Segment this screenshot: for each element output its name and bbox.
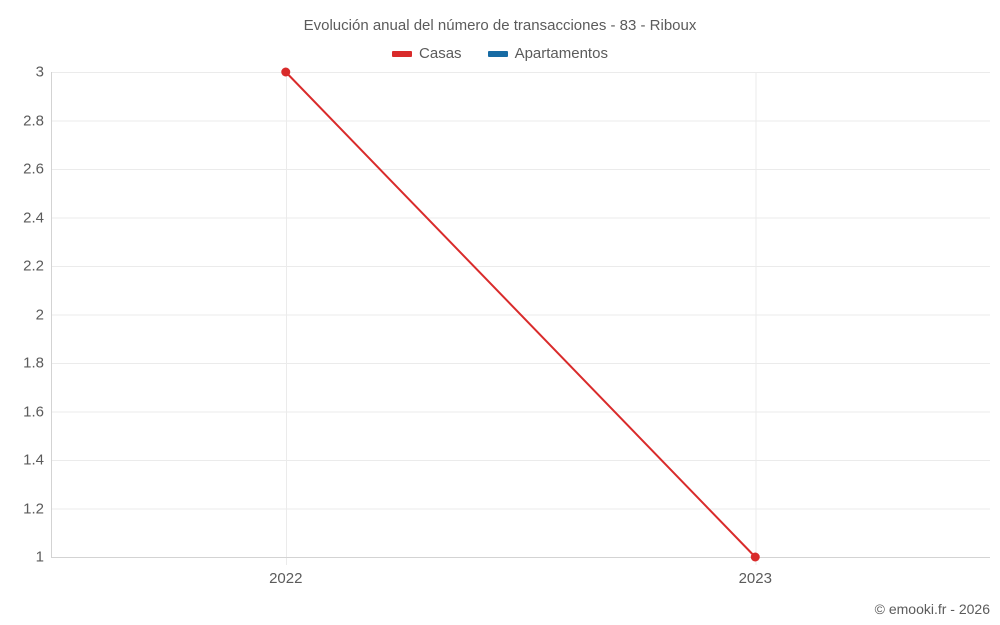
y-axis-tick-label: 2.6: [23, 160, 44, 178]
x-axis-tick-label: 2022: [269, 570, 303, 587]
data-point-marker[interactable]: [750, 552, 760, 562]
chart-title: Evolución anual del número de transaccio…: [303, 17, 697, 34]
plot-area: [51, 67, 990, 565]
y-axis-tick-label: 3: [35, 63, 44, 81]
y-axis-tick-label: 1.6: [23, 403, 44, 420]
legend-label-casas: Casas: [419, 45, 462, 62]
gridlines-vertical: [285, 72, 757, 565]
y-axis-tick-label: 1.8: [23, 354, 44, 372]
plot-svg: [51, 67, 990, 565]
y-axis-tick-labels: 1 1.2 1.4 1.6 1.8 2 2.2 2.4 2.6 2.8 3: [0, 0, 44, 625]
legend-item-apartamentos[interactable]: Apartamentos: [487, 45, 608, 62]
y-axis-tick-label: 1: [35, 548, 44, 566]
y-axis-tick-label: 1.4: [23, 451, 44, 469]
x-axis-tick-label: 2023: [738, 570, 772, 587]
axis-lines: [51, 72, 990, 558]
y-axis-tick-label: 2.8: [23, 112, 44, 129]
y-axis-tick-label: 2.4: [23, 209, 44, 226]
chart-legend: Casas Apartamentos: [0, 45, 1000, 62]
legend-swatch-casas: [392, 50, 413, 57]
y-axis-tick-label: 2.2: [23, 257, 44, 275]
series-lines: [284, 71, 757, 558]
gridlines-horizontal: [51, 72, 990, 510]
legend-label-apartamentos: Apartamentos: [514, 45, 608, 62]
legend-swatch-apartamentos: [487, 50, 508, 57]
series-markers: [281, 67, 760, 562]
copyright-credit: © emooki.fr - 2026: [874, 601, 990, 617]
data-point-marker[interactable]: [281, 67, 291, 77]
y-axis-tick-label: 1.2: [23, 500, 44, 517]
legend-item-casas[interactable]: Casas: [392, 45, 462, 62]
series-line: [284, 71, 757, 558]
y-axis-tick-label: 2: [35, 306, 44, 323]
